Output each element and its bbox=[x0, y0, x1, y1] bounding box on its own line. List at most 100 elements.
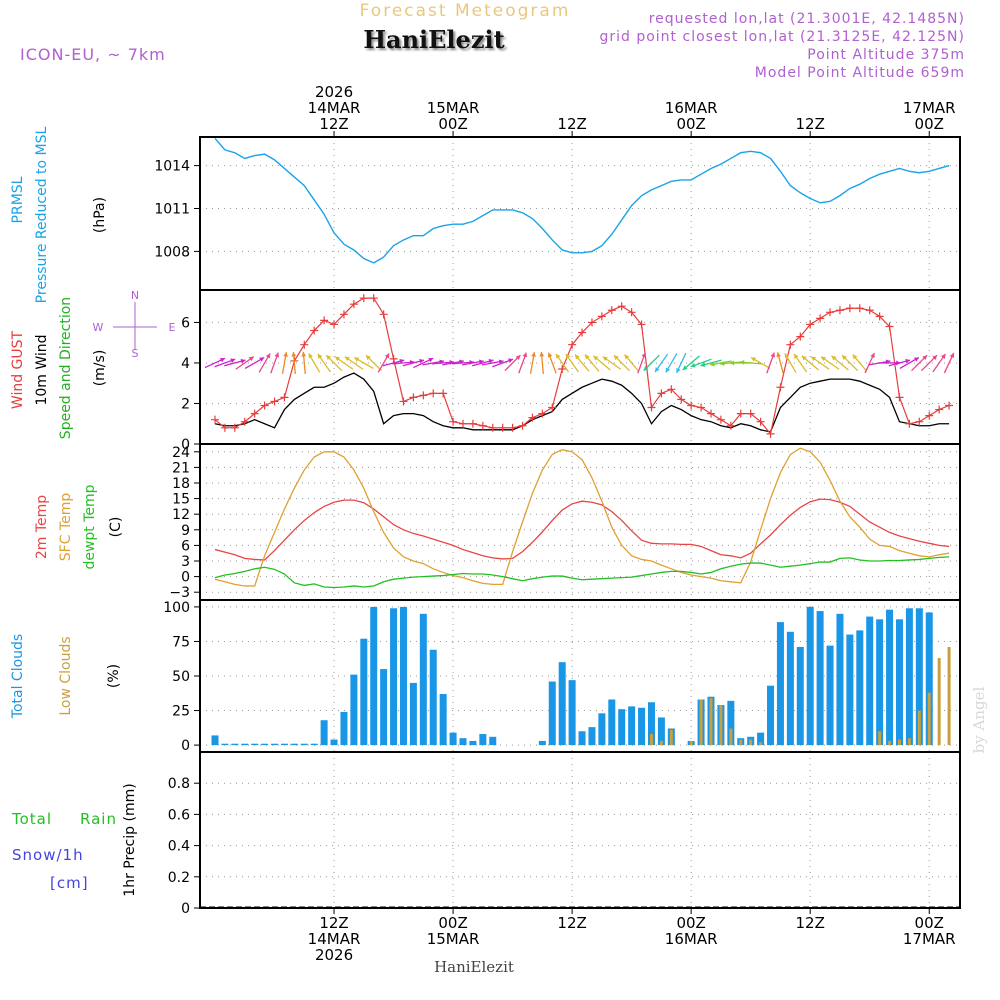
gust-marker bbox=[429, 389, 438, 398]
panel1-labels: PRMSL Pressure Reduced to MSL (hPa) bbox=[10, 126, 108, 303]
gust-marker bbox=[855, 304, 864, 313]
y-tick-label: 4 bbox=[181, 356, 190, 372]
y-tick-label: 0 bbox=[181, 437, 190, 453]
gust-marker bbox=[518, 421, 527, 430]
gust-marker bbox=[697, 403, 706, 412]
total-cloud-bar bbox=[409, 682, 417, 746]
total-cloud-bar bbox=[479, 734, 487, 746]
gust-marker bbox=[250, 409, 259, 418]
gust-marker bbox=[687, 401, 696, 410]
wind-arrow-head bbox=[739, 359, 745, 365]
pressure-line bbox=[214, 137, 950, 264]
wind-arrow-head bbox=[274, 352, 280, 358]
gust-marker bbox=[280, 393, 289, 402]
compass-s: S bbox=[132, 347, 139, 360]
total-cloud-bar bbox=[449, 732, 457, 746]
tsfc-line bbox=[214, 447, 950, 587]
low-cloud-bar bbox=[927, 692, 931, 746]
panel4-labels: Total Clouds Low Clouds (%) bbox=[10, 634, 122, 719]
wind-arrow-head bbox=[793, 353, 799, 359]
wind-arrow-head bbox=[498, 359, 504, 365]
dewpt-line bbox=[214, 556, 950, 589]
gust-marker bbox=[528, 413, 537, 422]
gust-marker bbox=[667, 385, 676, 394]
y-tick-label: 0.6 bbox=[168, 807, 190, 823]
gust-marker bbox=[786, 340, 795, 349]
y-tick-label: −3 bbox=[169, 585, 190, 601]
low-cloud-bar bbox=[937, 658, 941, 746]
total-cloud-bar bbox=[806, 606, 814, 746]
time-label-top: 12Z bbox=[557, 115, 586, 133]
gust-marker bbox=[945, 401, 954, 410]
wind-arrow-head bbox=[344, 356, 350, 362]
total-cloud-bar bbox=[390, 608, 398, 746]
total-cloud-bar bbox=[280, 743, 288, 746]
total-cloud-bar bbox=[330, 739, 338, 746]
wind-arrow-head bbox=[719, 361, 725, 366]
total-cloud-bar bbox=[538, 740, 546, 746]
compass-e: E bbox=[169, 321, 176, 334]
wind-arrow-head bbox=[776, 352, 782, 358]
total-cloud-bar bbox=[251, 743, 259, 746]
wind-arrow-head bbox=[565, 353, 571, 359]
wind-arrow-head bbox=[770, 352, 776, 358]
gust-marker bbox=[359, 294, 368, 303]
dewpt-label: dewpt Temp bbox=[82, 484, 98, 569]
low-cloud-bar bbox=[878, 731, 882, 746]
wind-arrow-head bbox=[334, 356, 340, 362]
gust-marker bbox=[597, 312, 606, 321]
y-tick-label: 2 bbox=[181, 396, 190, 412]
wind-arrow-head bbox=[539, 351, 545, 357]
y-tick-label: 0 bbox=[181, 738, 190, 754]
total-cloud-bar bbox=[429, 649, 437, 746]
gust-marker bbox=[260, 401, 269, 410]
total-cloud-bar bbox=[618, 709, 626, 746]
gust-marker bbox=[379, 310, 388, 319]
requested-lonlat: requested lon,lat (21.3001E, 42.1485N) bbox=[649, 11, 965, 27]
gust-label: Wind GUST bbox=[10, 330, 26, 409]
footer-location: HaniElezit bbox=[434, 958, 514, 976]
y-tick-label: 15 bbox=[172, 492, 190, 508]
wind-arrow-head bbox=[508, 358, 514, 363]
low-cloud-bar bbox=[917, 710, 921, 746]
time-label-top: 16MAR bbox=[665, 99, 718, 117]
tsfc-label: SFC Temp bbox=[58, 493, 74, 562]
y-tick-label: 6 bbox=[181, 315, 190, 331]
total-cloud-bar bbox=[261, 743, 269, 746]
gust-marker bbox=[895, 393, 904, 402]
precip-unit: 1hr Precip (mm) bbox=[122, 783, 138, 896]
total-cloud-bar bbox=[796, 646, 804, 746]
y-tick-label: 75 bbox=[172, 634, 190, 650]
total-cloud-bar bbox=[757, 732, 765, 746]
y-tick-label: 12 bbox=[172, 507, 190, 523]
y-tick-label: 50 bbox=[172, 669, 190, 685]
gust-marker bbox=[310, 326, 319, 335]
gust-marker bbox=[498, 423, 507, 432]
gust-marker bbox=[230, 423, 239, 432]
y-tick-label: 6 bbox=[181, 538, 190, 554]
total-clouds-label: Total Clouds bbox=[10, 634, 26, 719]
gust-marker bbox=[468, 419, 477, 428]
wind-arrow-head bbox=[283, 352, 288, 357]
wind-arrow-head bbox=[259, 357, 265, 362]
y-tick-label: 0.4 bbox=[168, 839, 190, 855]
prmsl-label: PRMSL bbox=[10, 176, 26, 223]
compass-icon: N S W E bbox=[93, 289, 176, 360]
total-cloud-bar bbox=[578, 731, 586, 746]
gust-marker bbox=[349, 300, 358, 309]
wind-unit: (m/s) bbox=[92, 350, 108, 387]
low-cloud-bar bbox=[689, 740, 693, 746]
low-cloud-bar bbox=[709, 698, 713, 746]
low-cloud-bar bbox=[739, 739, 743, 746]
low-cloud-bar bbox=[759, 742, 763, 746]
wind-arrow-head bbox=[326, 355, 332, 360]
total-cloud-bar bbox=[886, 609, 894, 746]
gust-marker bbox=[707, 409, 715, 418]
gust-marker bbox=[399, 397, 408, 406]
y-tick-label: 18 bbox=[172, 476, 190, 492]
time-label-top: 15MAR bbox=[427, 99, 480, 117]
wind-arrow-head bbox=[384, 353, 390, 359]
wind-arrow-head bbox=[593, 355, 599, 361]
total-cloud-bar bbox=[290, 743, 298, 746]
total-cloud-bar bbox=[657, 717, 665, 746]
